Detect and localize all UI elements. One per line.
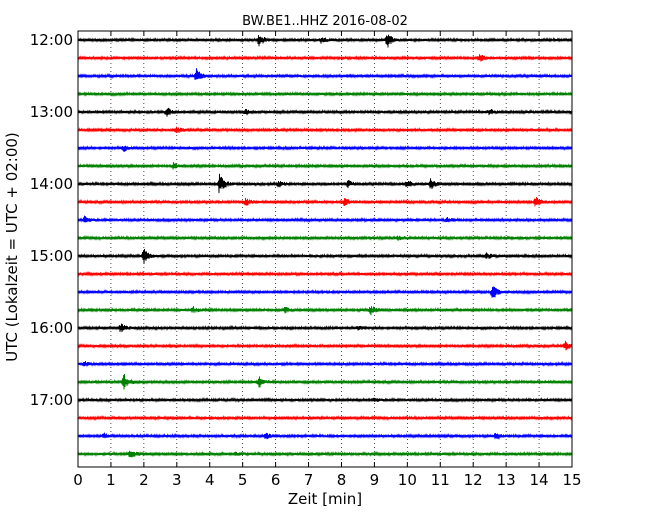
trace-1715: [77, 414, 573, 422]
y-tick-label: 17:00: [30, 391, 73, 409]
trace-1415: [77, 197, 573, 207]
x-tick-label: 6: [271, 471, 281, 489]
x-tick-label: 9: [370, 471, 380, 489]
x-axis-label: Zeit [min]: [288, 490, 362, 508]
x-tick-label: 7: [304, 471, 314, 489]
x-tick-label: 5: [238, 471, 248, 489]
chart-title: BW.BE1..HHZ 2016-08-02: [242, 14, 408, 29]
trace-1215: [77, 54, 573, 62]
y-tick-label: 14:00: [30, 175, 73, 193]
y-tick-label: 16:00: [30, 319, 73, 337]
trace-1745: [77, 450, 573, 458]
plot-frame: [77, 30, 573, 468]
trace-1530: [77, 286, 573, 298]
trace-1600: [77, 323, 573, 333]
trace-1730: [77, 432, 573, 440]
trace-1200: [77, 34, 573, 48]
trace-1345: [77, 162, 573, 170]
trace-1315: [77, 126, 573, 134]
x-tick-label: 2: [139, 471, 149, 489]
trace-1300: [77, 107, 573, 117]
y-axis-label: UTC (Lokalzeit = UTC + 02:00): [3, 132, 21, 362]
x-tick-label: 11: [431, 471, 450, 489]
x-tick-label: 1: [106, 471, 116, 489]
x-tick-label: 0: [73, 471, 83, 489]
x-tick-label: 12: [464, 471, 483, 489]
trace-1515: [77, 270, 573, 278]
x-tick-label: 15: [562, 471, 581, 489]
grid-lines: [110, 31, 540, 467]
x-tick-label: 13: [497, 471, 516, 489]
trace-1645: [77, 373, 573, 390]
trace-1330: [77, 144, 573, 152]
y-axis-ticks: 12:00 13:00 14:00 15:00 16:00 17:00: [30, 31, 572, 409]
trace-1545: [77, 306, 573, 316]
trace-1630: [77, 360, 573, 368]
y-tick-label: 15:00: [30, 247, 73, 265]
x-tick-label: 4: [205, 471, 215, 489]
y-tick-label: 12:00: [30, 31, 73, 49]
x-tick-label: 10: [398, 471, 417, 489]
x-tick-label: 14: [530, 471, 549, 489]
traces: [77, 34, 573, 458]
x-tick-label: 3: [172, 471, 182, 489]
y-tick-label: 13:00: [30, 103, 73, 121]
trace-1615: [77, 340, 573, 351]
trace-1445: [77, 235, 573, 242]
trace-1400: [77, 173, 573, 194]
x-tick-label: 8: [337, 471, 347, 489]
trace-1500: [77, 248, 573, 264]
trace-1245: [77, 90, 573, 98]
trace-1430: [77, 215, 573, 224]
x-axis-ticks: 0 1 2 3 4 5 6 7 8 9 10 11 12 13 14 15: [73, 31, 582, 489]
trace-1700: [77, 396, 573, 404]
trace-1230: [77, 68, 573, 81]
